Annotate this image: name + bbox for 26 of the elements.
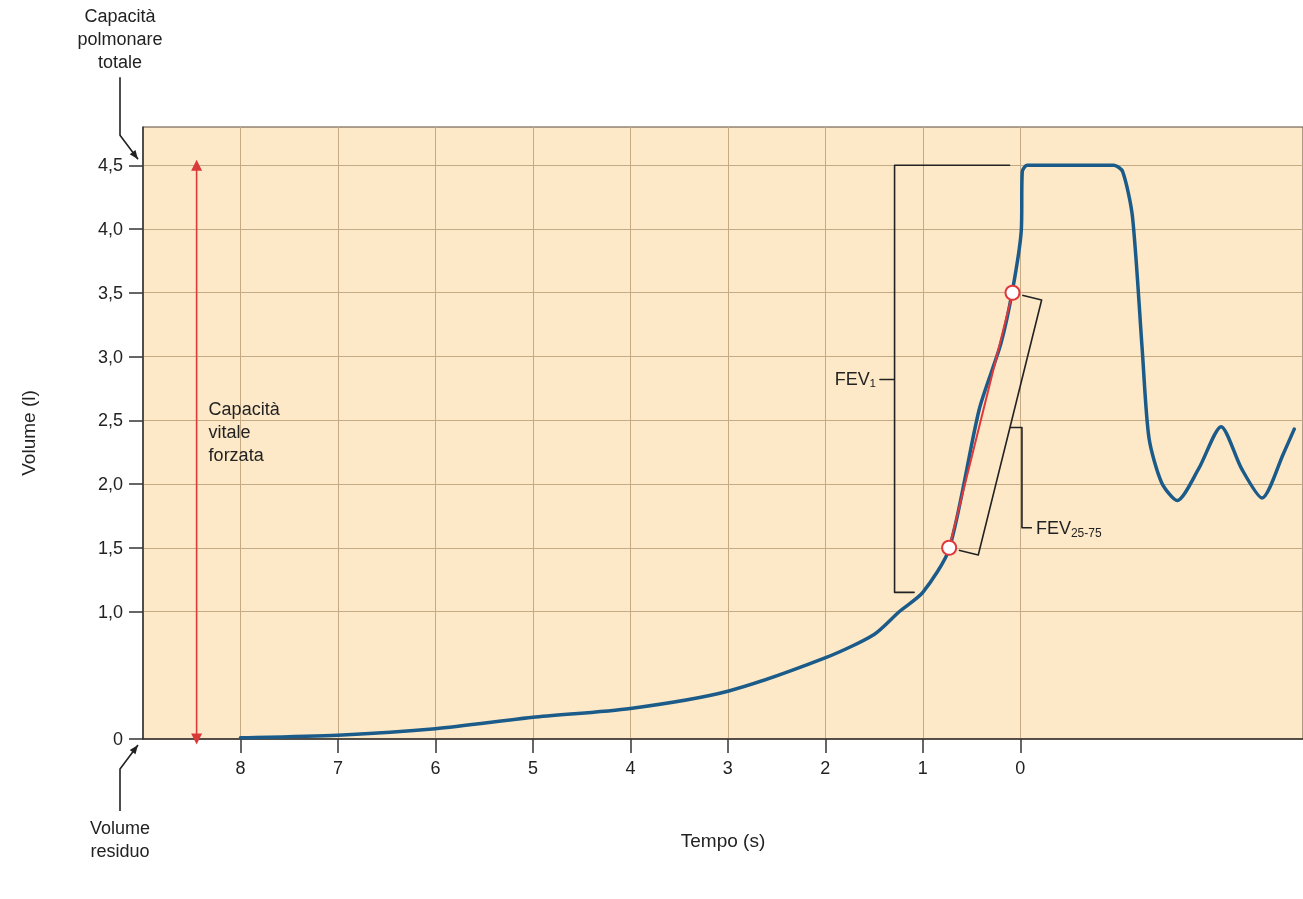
y-axis-title: Volume (l): [18, 390, 39, 476]
x-tick-label: 4: [625, 758, 636, 778]
x-axis-title: Tempo (s): [680, 830, 766, 851]
y-tick-label: 2,0: [97, 474, 123, 494]
text: Capacità polmonare totale: [77, 5, 163, 72]
text: Volume residuo: [89, 817, 151, 861]
x-tick-label: 6: [430, 758, 441, 778]
y-tick-label: 1,0: [97, 601, 123, 622]
x-tick-label: 3: [722, 758, 733, 778]
x-tick-label: 0: [1015, 758, 1026, 778]
x-tick-label: 2: [820, 758, 831, 778]
y-tick-label: 3,5: [97, 282, 123, 303]
x-tick-label: 1: [917, 758, 928, 778]
series-label: FEV₁: [834, 369, 876, 390]
y-tick-label: 3,0: [97, 346, 123, 367]
x-tick-label: 5: [527, 758, 538, 778]
y-tick-label: 2,5: [97, 410, 123, 431]
y-tick-label: 4,0: [97, 219, 123, 239]
point: [1004, 284, 1021, 301]
x-tick-label: 7: [332, 758, 343, 778]
point: [941, 539, 958, 556]
y-tick-label: 1,5: [97, 537, 123, 558]
y-tick-label: 0: [112, 729, 123, 749]
x-tick-label: 8: [235, 758, 246, 778]
series-label: Capacità vitale forzata: [208, 399, 281, 466]
y-tick-label: 4,5: [97, 155, 123, 176]
